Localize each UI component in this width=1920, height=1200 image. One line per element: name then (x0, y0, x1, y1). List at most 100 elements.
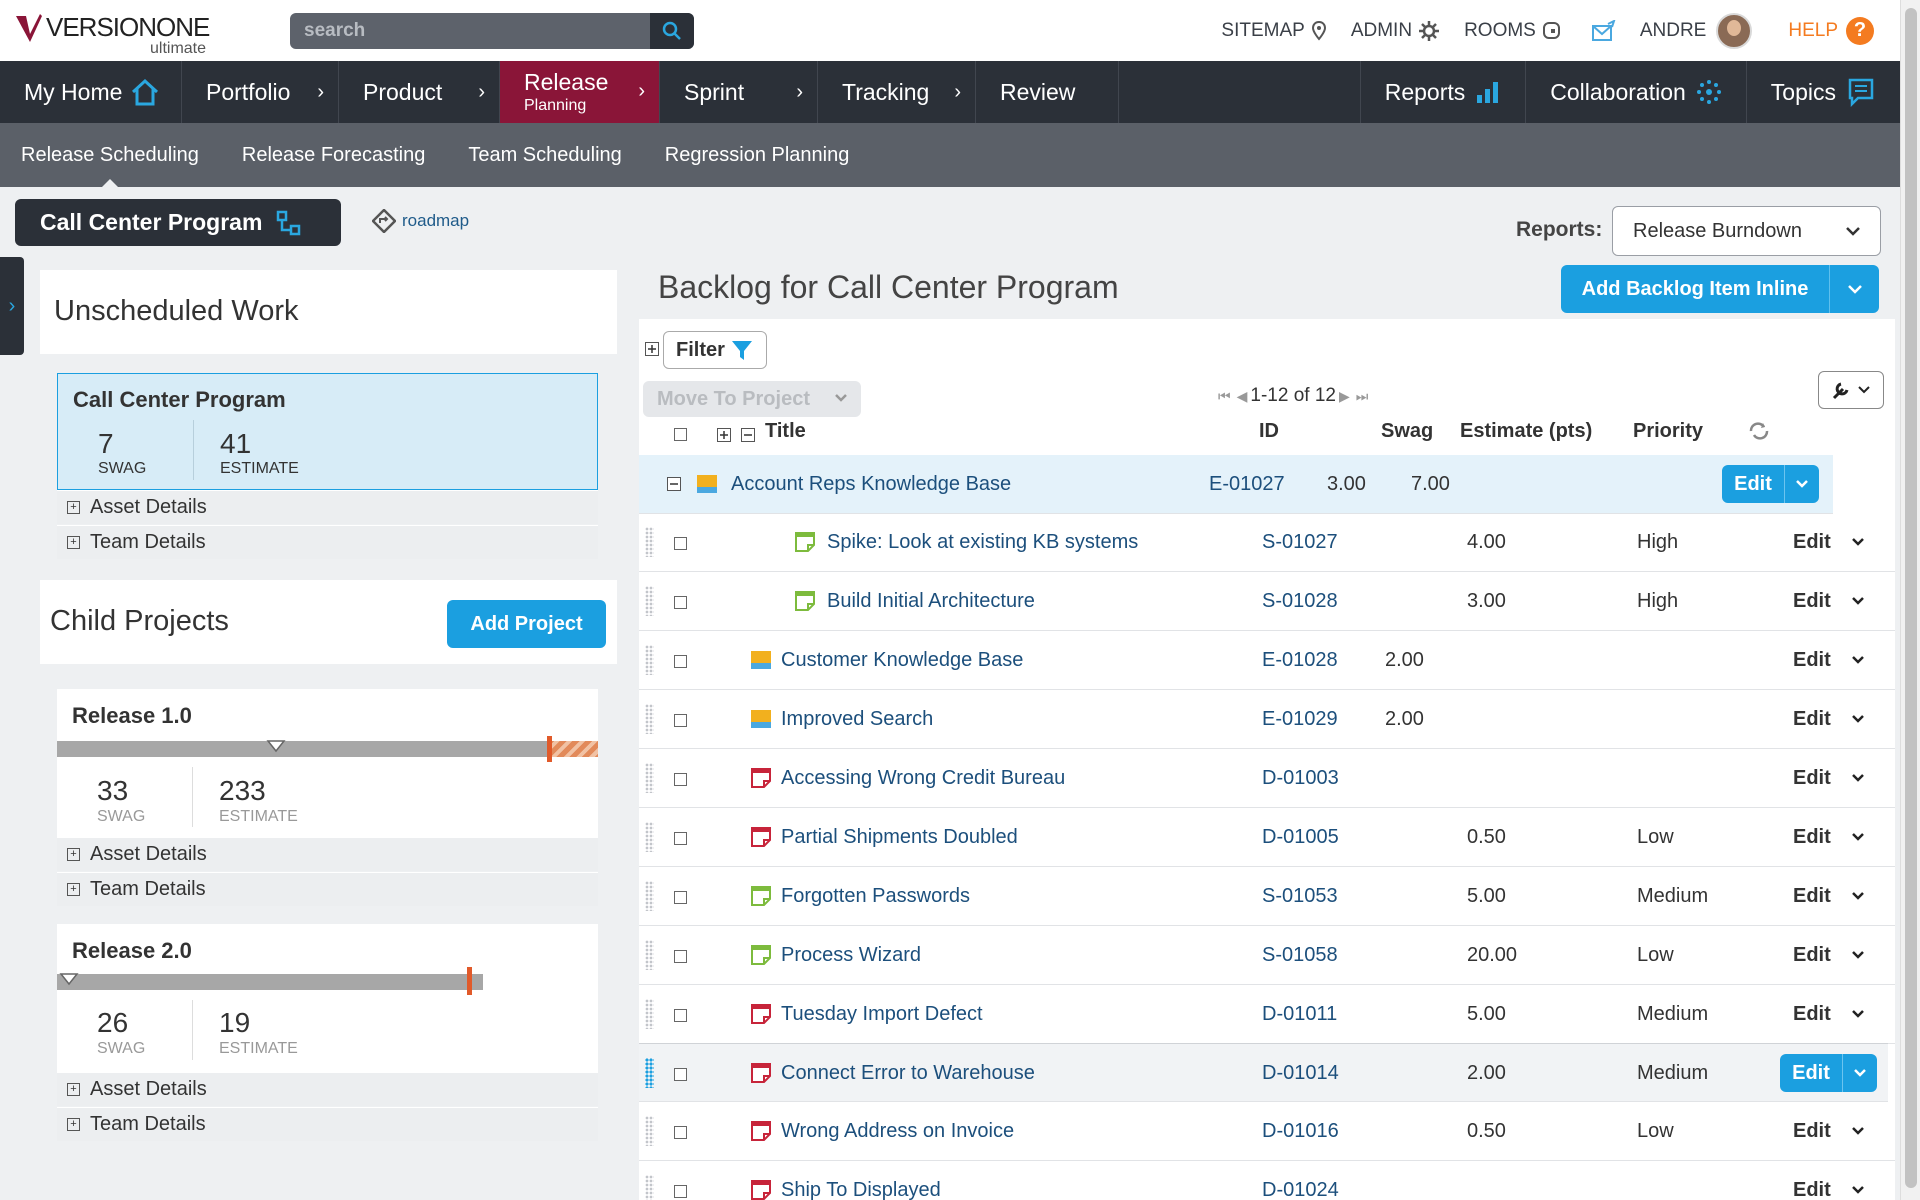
row-checkbox[interactable] (674, 655, 687, 668)
row-checkbox[interactable] (674, 950, 687, 963)
team-details-toggle[interactable]: + Team Details (57, 525, 598, 559)
chevron-down-icon[interactable] (1851, 596, 1865, 606)
release-card[interactable]: Release 1.0 33 SWAG 233 ESTIMATE (57, 689, 598, 841)
nav-tracking[interactable]: Tracking › (818, 61, 976, 123)
roadmap-link[interactable]: roadmap (372, 209, 469, 233)
subnav-team-scheduling[interactable]: Team Scheduling (468, 143, 622, 166)
row-edit-link[interactable]: Edit (1793, 826, 1831, 848)
row-title-link[interactable]: Build Initial Architecture (827, 590, 1035, 612)
column-header-priority[interactable]: Priority (1633, 420, 1704, 442)
move-to-project-button[interactable]: Move To Project (643, 381, 861, 417)
row-title-link[interactable]: Account Reps Knowledge Base (731, 473, 1012, 495)
row-checkbox[interactable] (674, 891, 687, 904)
filter-button[interactable]: Filter (663, 331, 767, 369)
add-project-button[interactable]: Add Project (447, 600, 606, 648)
subnav-release-forecasting[interactable]: Release Forecasting (241, 143, 426, 166)
row-title-link[interactable]: Spike: Look at existing KB systems (827, 531, 1139, 553)
table-row[interactable]: Forgotten Passwords S-01053 5.00 Medium Edit (639, 867, 1895, 926)
program-card[interactable]: Call Center Program 7 SWAG 41 ESTIMATE (57, 373, 598, 490)
table-row[interactable]: Spike: Look at existing KB systems S-0102… (639, 513, 1895, 572)
table-row[interactable]: Improved Search E-01029 2.00 Edit (639, 690, 1895, 749)
row-id[interactable]: S-01027 (1262, 531, 1338, 553)
table-row[interactable]: Account Reps Knowledge Base E-01027 3.00 7.… (639, 455, 1833, 514)
admin-link[interactable]: ADMIN (1351, 20, 1440, 42)
row-edit-button[interactable]: Edit (1722, 465, 1819, 503)
row-edit-link[interactable]: Edit (1793, 1003, 1831, 1025)
asset-details-toggle[interactable]: + Asset Details (57, 1072, 598, 1106)
reports-dropdown[interactable]: Release Burndown (1612, 206, 1881, 256)
drag-handle[interactable] (645, 645, 654, 675)
nav-release-planning[interactable]: Release Planning › (500, 61, 660, 123)
nav-portfolio[interactable]: Portfolio › (182, 61, 339, 123)
column-settings-icon[interactable] (1749, 422, 1769, 440)
chevron-down-icon[interactable] (1851, 1126, 1865, 1136)
grid-options-button[interactable] (1818, 371, 1884, 409)
next-page-icon[interactable]: ▶ (1338, 387, 1350, 404)
row-id[interactable]: E-01027 (1209, 473, 1285, 495)
row-title-link[interactable]: Improved Search (781, 708, 934, 730)
drag-handle[interactable] (645, 704, 654, 734)
team-details-toggle[interactable]: + Team Details (57, 1107, 598, 1141)
table-row[interactable]: Process Wizard S-01058 20.00 Low Edit (639, 926, 1895, 985)
edit-options-dropdown[interactable] (1785, 479, 1819, 489)
subnav-regression-planning[interactable]: Regression Planning (664, 143, 850, 166)
table-row[interactable]: Customer Knowledge Base E-01028 2.00 Edit (639, 631, 1895, 690)
nav-review[interactable]: Review (976, 61, 1119, 123)
user-menu[interactable]: ANDRE (1640, 12, 1753, 49)
nav-my-home[interactable]: My Home (0, 61, 182, 123)
edit-options-dropdown[interactable] (1843, 1068, 1877, 1078)
drag-handle[interactable] (645, 999, 654, 1029)
row-id[interactable]: E-01028 (1262, 649, 1338, 671)
drag-handle[interactable] (645, 1058, 654, 1088)
drag-handle[interactable] (645, 527, 654, 557)
row-id[interactable]: D-01016 (1262, 1120, 1339, 1142)
first-page-icon[interactable]: ⏮ (1218, 387, 1231, 404)
row-title-link[interactable]: Connect Error to Warehouse (781, 1062, 1035, 1084)
column-header-title[interactable]: Title (765, 420, 806, 442)
drag-handle[interactable] (645, 763, 654, 793)
column-header-swag[interactable]: Swag (1381, 420, 1434, 442)
release-card[interactable]: Release 2.0 26 SWAG 19 ESTIMATE (57, 924, 598, 1076)
table-row[interactable]: Partial Shipments Doubled D-01005 0.50 Low E… (639, 808, 1895, 867)
row-title-link[interactable]: Forgotten Passwords (781, 885, 970, 907)
row-edit-link[interactable]: Edit (1793, 1120, 1831, 1142)
row-checkbox[interactable] (674, 714, 687, 727)
asset-details-toggle[interactable]: + Asset Details (57, 837, 598, 871)
table-row[interactable]: Build Initial Architecture S-01028 3.00 Hig… (639, 572, 1895, 631)
drag-handle[interactable] (645, 1175, 654, 1200)
chevron-down-icon[interactable] (1851, 537, 1865, 547)
drag-handle[interactable] (645, 1116, 654, 1146)
drag-handle[interactable] (645, 881, 654, 911)
chevron-down-icon[interactable] (1851, 714, 1865, 724)
row-title-link[interactable]: Accessing Wrong Credit Bureau (781, 767, 1066, 789)
row-edit-link[interactable]: Edit (1793, 708, 1831, 730)
rooms-link[interactable]: ROOMS (1464, 20, 1562, 42)
collapse-icon[interactable] (667, 477, 681, 491)
row-id[interactable]: D-01005 (1262, 826, 1339, 848)
row-edit-link[interactable]: Edit (1793, 944, 1831, 966)
previous-page-icon[interactable]: ◀ (1236, 387, 1248, 404)
table-row[interactable]: Connect Error to Warehouse D-01014 2.00 Med… (639, 1043, 1888, 1102)
expand-all-icon[interactable] (717, 428, 731, 442)
chevron-down-icon[interactable] (1851, 832, 1865, 842)
chevron-down-icon[interactable] (1851, 773, 1865, 783)
row-checkbox[interactable] (674, 596, 687, 609)
program-selector[interactable]: Call Center Program (15, 199, 341, 246)
table-row[interactable]: Tuesday Import Defect D-01011 5.00 Medium Ed… (639, 985, 1895, 1044)
chevron-down-icon[interactable] (1851, 655, 1865, 665)
row-edit-link[interactable]: Edit (1793, 531, 1831, 553)
row-checkbox[interactable] (674, 537, 687, 550)
versionone-logo[interactable]: VERSIONONE ultimate (14, 10, 214, 57)
row-title-link[interactable]: Partial Shipments Doubled (781, 826, 1018, 848)
row-id[interactable]: E-01029 (1262, 708, 1338, 730)
row-checkbox[interactable] (674, 832, 687, 845)
last-page-icon[interactable]: ⏭ (1355, 387, 1369, 404)
help-link[interactable]: HELP ? (1788, 16, 1874, 45)
sitemap-link[interactable]: SITEMAP (1221, 20, 1326, 42)
row-edit-link[interactable]: Edit (1793, 885, 1831, 907)
chevron-down-icon[interactable] (1851, 1009, 1865, 1019)
asset-details-toggle[interactable]: + Asset Details (57, 490, 598, 524)
scrollbar-thumb[interactable] (1905, 8, 1917, 1188)
row-checkbox[interactable] (674, 1185, 687, 1198)
column-header-id[interactable]: ID (1259, 420, 1279, 442)
